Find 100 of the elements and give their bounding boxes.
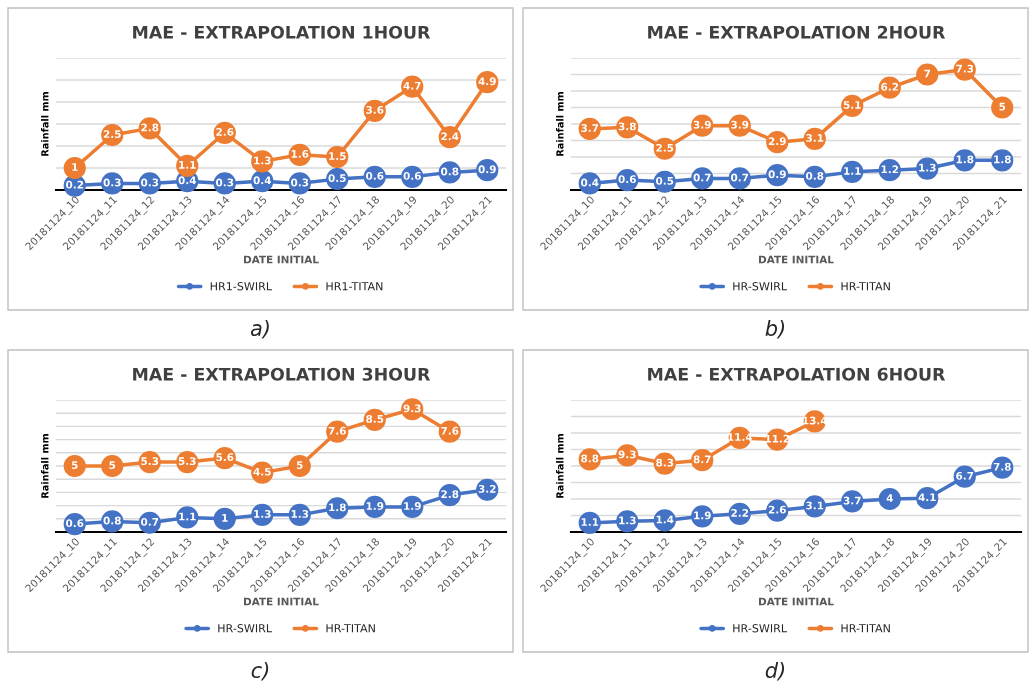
data-label: 7.6	[441, 426, 459, 435]
point	[213, 507, 236, 530]
data-label: 0.5	[328, 174, 346, 183]
data-label: 1.3	[619, 516, 636, 525]
data-label: 9.3	[618, 450, 636, 459]
data-label: 0.8	[103, 516, 121, 525]
data-label: 5.1	[843, 101, 861, 109]
data-label: 0.4	[581, 178, 599, 187]
data-label: 2.8	[141, 123, 159, 132]
data-label: 6.2	[881, 82, 899, 91]
text: b)	[765, 319, 785, 339]
data-label: 1.2	[881, 165, 899, 174]
data-label: 2.6	[216, 127, 234, 136]
data-label: 0.3	[291, 178, 309, 187]
data-label: 1.3	[254, 509, 271, 518]
data-label: 3.9	[731, 120, 749, 129]
data-label: 3.7	[843, 496, 861, 505]
data-label: 3.8	[618, 122, 636, 131]
data-label: 0.8	[441, 167, 459, 176]
chart-title: MAE - EXTRAPOLATION 2HOUR	[648, 25, 946, 39]
data-label: 0.6	[366, 171, 384, 180]
chart-title: MAE - EXTRAPOLATION 6HOUR	[648, 367, 946, 381]
data-label: 7.8	[993, 462, 1011, 471]
data-label: 1.1	[844, 167, 861, 175]
data-label: 6.7	[956, 471, 974, 480]
data-label: 4.7	[403, 81, 421, 90]
data-label: 0.6	[618, 175, 636, 184]
data-label: 8.8	[581, 454, 599, 463]
data-label: 0.6	[403, 171, 421, 180]
y-axis-title: Rainfall mm	[41, 92, 49, 156]
data-label: 1	[72, 163, 78, 171]
text: d)	[765, 661, 785, 681]
x-axis-title: DATE INITIAL	[759, 597, 834, 606]
data-label: 3.2	[478, 484, 496, 493]
data-label: 4.5	[253, 467, 271, 476]
data-label: 5.6	[216, 453, 234, 462]
data-label: 3.7	[581, 124, 599, 132]
x-axis-title: DATE INITIAL	[244, 255, 319, 264]
y-axis-title: Rainfall mm	[41, 434, 49, 498]
legend-label: HR-TITAN	[326, 624, 375, 633]
data-label: 8.7	[693, 455, 711, 464]
data-label: 0.4	[253, 176, 271, 185]
data-label: 4.9	[478, 77, 496, 86]
legend-label: HR-SWIRL	[733, 624, 787, 633]
data-label: 0.8	[806, 171, 824, 180]
data-label: 3.9	[693, 120, 711, 129]
data-label: 1.1	[179, 161, 196, 169]
data-label: 1.8	[994, 155, 1011, 164]
data-label: 2.2	[731, 508, 749, 517]
data-label: 0.7	[141, 517, 159, 526]
data-label: 1.4	[656, 515, 674, 524]
data-label: 8.5	[366, 414, 384, 423]
legend-label: HR1-TITAN	[326, 282, 383, 291]
data-label: 3.6	[366, 105, 384, 114]
data-label: 1.9	[366, 502, 384, 510]
data-label: 1.1	[179, 512, 196, 521]
legend-label: HR-SWIRL	[733, 282, 787, 291]
point	[101, 454, 124, 478]
data-label: 0.9	[478, 165, 496, 174]
data-label: 1.9	[404, 502, 421, 510]
data-label: 5.3	[178, 457, 196, 466]
data-label: 1.3	[291, 509, 309, 518]
data-label: 4	[886, 494, 893, 502]
data-label: 1.3	[254, 156, 271, 165]
data-label: 2.5	[656, 143, 674, 152]
data-label: 1.8	[956, 155, 974, 164]
chart-title: MAE - EXTRAPOLATION 3HOUR	[133, 367, 431, 381]
data-label: 0.9	[768, 170, 786, 179]
data-label: 7.3	[956, 64, 974, 73]
legend-label: HR-TITAN	[841, 282, 890, 291]
point	[63, 454, 86, 478]
data-label: 4.1	[918, 493, 936, 502]
data-label: 1.9	[694, 511, 711, 520]
data-label: 9.3	[403, 404, 421, 413]
data-label: 1	[222, 514, 228, 522]
data-label: 0.3	[216, 178, 234, 187]
data-label: 1.8	[329, 503, 346, 512]
data-label: 0.7	[693, 173, 711, 182]
data-label: 7.6	[328, 426, 346, 435]
data-label: 0.6	[66, 519, 84, 528]
data-label: 0.4	[178, 176, 196, 185]
legend-label: HR1-SWIRL	[210, 282, 272, 291]
text: c)	[251, 661, 269, 681]
y-axis-title: Rainfall mm	[556, 92, 564, 156]
point	[63, 156, 86, 180]
legend-label: HR-TITAN	[841, 624, 890, 633]
data-label: 0.2	[66, 180, 84, 189]
data-label: 5	[109, 461, 116, 470]
text: a)	[250, 319, 269, 339]
data-label: 5	[296, 461, 303, 470]
x-axis-title: DATE INITIAL	[244, 597, 319, 606]
data-label: 5	[999, 102, 1006, 111]
chart-title: MAE - EXTRAPOLATION 1HOUR	[133, 25, 431, 39]
data-label: 0.3	[103, 178, 121, 187]
data-label: 5	[71, 461, 78, 470]
data-label: 7	[924, 69, 931, 78]
x-axis-title: DATE INITIAL	[759, 255, 834, 264]
data-label: 0.3	[141, 178, 159, 187]
data-label: 2.5	[103, 130, 121, 139]
data-label: 2.4	[441, 132, 459, 141]
